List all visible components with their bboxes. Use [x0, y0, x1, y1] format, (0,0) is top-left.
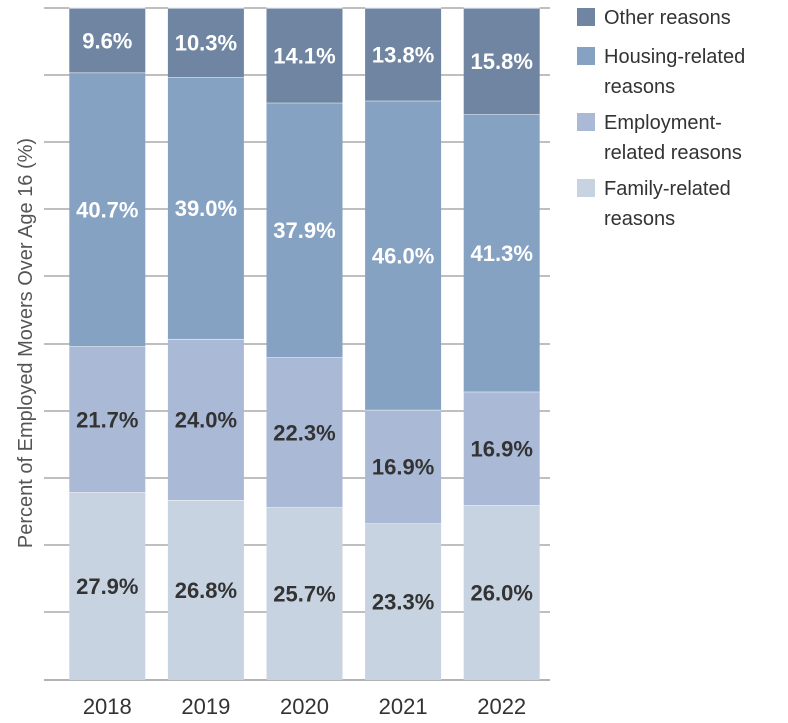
legend-label-housing-related-reasons: Housing-related — [604, 46, 745, 68]
data-label-other-reasons-2021: 13.8% — [372, 42, 434, 67]
bar-segment-other-reasons-2022 — [463, 8, 540, 115]
bar-segment-housing-related-reasons-2022 — [463, 114, 540, 392]
x-tick-labels: 2018 2019 2020 2021 2022 — [83, 694, 526, 719]
legend-label-employment-related-reasons: related reasons — [604, 142, 742, 164]
data-label-other-reasons-2020: 14.1% — [273, 43, 335, 68]
bar-segment-other-reasons-2020 — [266, 8, 343, 103]
legend-swatch-housing-related-reasons — [577, 47, 595, 65]
data-label-housing-related-reasons-2020: 37.9% — [273, 218, 335, 243]
legend-swatch-employment-related-reasons — [577, 113, 595, 131]
data-label-housing-related-reasons-2021: 46.0% — [372, 243, 434, 268]
data-label-employment-related-reasons-2020: 22.3% — [273, 420, 335, 445]
bar-segment-employment-related-reasons-2021 — [365, 409, 442, 524]
legend: Other reasons Housing-related reasons Emplo… — [577, 7, 745, 230]
legend-label-family-related-reasons: Family-related — [604, 178, 731, 200]
bar-segment-housing-related-reasons-2019 — [167, 77, 244, 339]
data-label-employment-related-reasons-2022: 16.9% — [471, 436, 533, 461]
data-label-employment-related-reasons-2019: 24.0% — [175, 408, 237, 433]
data-label-employment-related-reasons-2021: 16.9% — [372, 455, 434, 480]
bar-segment-employment-related-reasons-2022 — [463, 391, 540, 506]
x-tick-label-2019: 2019 — [181, 694, 230, 718]
x-tick-label-2020: 2020 — [280, 694, 329, 718]
y-axis-label: Percent of Employed Movers Over Age 16 (… — [15, 138, 37, 548]
data-label-employment-related-reasons-2018: 21.7% — [76, 407, 138, 432]
bar-segment-family-related-reasons-2022 — [463, 505, 540, 680]
bar-segment-employment-related-reasons-2018 — [69, 346, 146, 493]
x-tick-label-2018: 2018 — [83, 694, 132, 718]
value-labels-layer: 27.9% 21.7% 40.7% 9.6% 26.8% 24.0% 39.0% 10.3% 2… — [76, 28, 533, 614]
legend-label-employment-related-reasons: Employment- — [604, 112, 722, 134]
data-label-family-related-reasons-2020: 25.7% — [273, 582, 335, 607]
data-label-family-related-reasons-2021: 23.3% — [372, 590, 434, 615]
bar-segment-housing-related-reasons-2018 — [69, 72, 146, 347]
legend-swatch-family-related-reasons — [577, 179, 595, 197]
data-label-family-related-reasons-2022: 26.0% — [471, 581, 533, 606]
bar-segment-employment-related-reasons-2019 — [167, 338, 244, 501]
bar-segment-family-related-reasons-2020 — [266, 507, 343, 680]
data-label-other-reasons-2019: 10.3% — [175, 31, 237, 56]
data-label-housing-related-reasons-2022: 41.3% — [471, 241, 533, 266]
data-label-family-related-reasons-2018: 27.9% — [76, 574, 138, 599]
bar-segment-housing-related-reasons-2021 — [365, 100, 442, 410]
bar-segment-other-reasons-2021 — [365, 8, 442, 101]
legend-label-other-reasons: Other reasons — [604, 7, 731, 29]
data-label-other-reasons-2022: 15.8% — [471, 49, 533, 74]
bars-layer — [69, 7, 540, 680]
bar-segment-other-reasons-2018 — [69, 8, 146, 73]
bar-segment-housing-related-reasons-2020 — [266, 102, 343, 358]
x-tick-label-2022: 2022 — [477, 694, 526, 718]
data-label-other-reasons-2018: 9.6% — [82, 28, 132, 53]
bar-segment-employment-related-reasons-2020 — [266, 357, 343, 508]
bar-segment-family-related-reasons-2021 — [365, 523, 442, 680]
data-label-housing-related-reasons-2019: 39.0% — [175, 196, 237, 221]
bar-segment-family-related-reasons-2019 — [167, 500, 244, 680]
bar-segment-other-reasons-2019 — [167, 8, 244, 78]
x-tick-label-2021: 2021 — [379, 694, 428, 718]
legend-label-family-related-reasons: reasons — [604, 208, 675, 230]
legend-swatch-other-reasons — [577, 8, 595, 26]
bar-segment-family-related-reasons-2018 — [69, 492, 146, 680]
data-label-housing-related-reasons-2018: 40.7% — [76, 197, 138, 222]
data-label-family-related-reasons-2019: 26.8% — [175, 578, 237, 603]
legend-label-housing-related-reasons: reasons — [604, 76, 675, 98]
